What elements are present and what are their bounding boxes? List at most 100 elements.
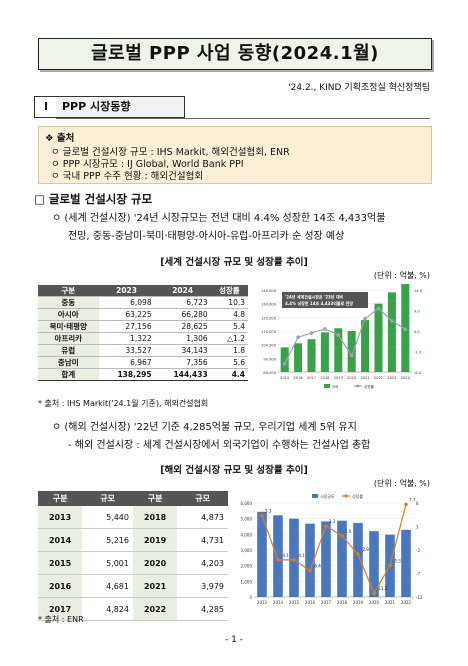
rate-label: 3.1 bbox=[329, 519, 336, 524]
table-cell: 5,440 bbox=[82, 506, 133, 529]
bullet-text: ㅇ (해외 건설시장) '22년 기준 4,285억불 규모, 우리기업 세계 … bbox=[52, 422, 357, 433]
bar bbox=[337, 520, 347, 597]
y2-tick-label: -2 bbox=[416, 548, 420, 553]
y-tick-label: 80,000 bbox=[263, 371, 276, 375]
bar bbox=[401, 529, 411, 597]
x-tick-label: 2016 bbox=[294, 376, 304, 380]
table-header: 구분 bbox=[38, 491, 83, 506]
table-cell: 4,681 bbox=[82, 574, 133, 598]
table-row: 2013 5,440 2018 4,873 bbox=[38, 506, 228, 529]
table-cell: 2019 bbox=[132, 528, 178, 552]
table-cell: 2015 bbox=[38, 551, 83, 575]
table-cell: 4,203 bbox=[177, 551, 228, 575]
legend-label: 시장규모 bbox=[320, 493, 335, 499]
y-tick-label: 140,000 bbox=[261, 289, 277, 293]
section-divider bbox=[56, 118, 430, 119]
x-tick-label: 2016 bbox=[305, 600, 316, 605]
table-row: 중남미 6,967 7,356 5.6 bbox=[38, 356, 248, 369]
y-tick-label: 100,000 bbox=[261, 344, 277, 348]
bullet-text: - 해외 건설시장 : 세계 건설시장에서 외국기업이 수행하는 건설사업 총합 bbox=[68, 440, 371, 451]
rate-point bbox=[403, 327, 408, 332]
table-cell: 중동 bbox=[38, 296, 99, 309]
table-cell: 63,225 bbox=[98, 308, 155, 321]
rate-label: -11.2 bbox=[377, 586, 388, 591]
table-cell: 4,873 bbox=[177, 506, 228, 529]
x-tick-label: 2022 bbox=[401, 600, 412, 605]
x-tick-label: 2017 bbox=[321, 600, 332, 605]
rate-label: -6.4 bbox=[313, 564, 321, 569]
rate-point bbox=[340, 534, 344, 538]
x-tick-label: 2022 bbox=[374, 376, 383, 380]
rate-point bbox=[309, 331, 314, 335]
table-cell: 10.3 bbox=[210, 296, 248, 309]
world-market-table: 구분 2023 2024 성장률 중동 6,098 6,723 10.3 아시아 63,… bbox=[38, 285, 248, 381]
legend-label: 성장률 bbox=[352, 493, 363, 499]
x-tick-label: 2014 bbox=[273, 600, 284, 605]
rate-point bbox=[260, 513, 264, 518]
table-cell: 2022 bbox=[132, 597, 178, 621]
rate-label: 5.3 bbox=[265, 509, 272, 514]
table-row: 2016 4,681 2021 3,979 bbox=[38, 574, 228, 598]
table-row: 아시아 63,225 66,280 4.8 bbox=[38, 308, 248, 321]
section-number: I bbox=[34, 96, 58, 118]
x-tick-label: 2019 bbox=[353, 600, 364, 605]
bullet-text: 전망, 중동-중남미-북미·태평양-아시아-유럽-아프리카 순 성장 예상 bbox=[68, 231, 345, 242]
rate-point bbox=[282, 362, 287, 366]
x-tick-label: 2019 bbox=[334, 376, 344, 380]
table-cell: 6,723 bbox=[154, 296, 211, 309]
annotation-box bbox=[282, 292, 368, 308]
table-row: 북미·태평양 27,156 28,625 5.4 bbox=[38, 320, 248, 333]
table-cell: 144,433 bbox=[154, 368, 211, 381]
x-tick-label: 2020 bbox=[347, 376, 357, 380]
y2-tick-label: 14.0 bbox=[414, 289, 423, 293]
section-title: PPP 시장동향 bbox=[56, 96, 185, 118]
table-cell: 33,527 bbox=[98, 344, 155, 357]
rate-point bbox=[323, 327, 327, 331]
y2-tick-label: -7 bbox=[416, 572, 420, 577]
rate-label: -2.9 bbox=[361, 547, 369, 552]
bar bbox=[257, 511, 267, 597]
table-row: 2015 5,001 2020 4,203 bbox=[38, 551, 228, 575]
legend-label: 규모 bbox=[332, 385, 339, 389]
table-header: 구분 bbox=[132, 491, 178, 506]
table-cell: 6,098 bbox=[98, 296, 155, 309]
overseas-market-chart: 0 1,000 2,000 3,000 4,000 5,000 6,000 -12 -7 -2 3 8… bbox=[241, 493, 423, 605]
table-header: 2023 bbox=[98, 285, 155, 297]
y-tick-label: 110,000 bbox=[261, 330, 277, 334]
table-cell: 2016 bbox=[38, 574, 83, 598]
table-cell: 138,295 bbox=[98, 368, 155, 381]
chart2-title: [해외 건설시장 규모 및 성장률 추이] bbox=[160, 465, 308, 476]
x-tick-label: 2020 bbox=[369, 600, 380, 605]
rate-point bbox=[276, 558, 280, 562]
bar bbox=[369, 531, 379, 597]
chart2-footnote: * 출처 : ENR bbox=[38, 615, 84, 624]
chart2-unit: (단위 : 억불, %) bbox=[373, 479, 430, 488]
table-cell: 2021 bbox=[132, 574, 178, 598]
table-cell: 북미·태평양 bbox=[38, 320, 99, 333]
rate-label: -5.3 bbox=[393, 559, 401, 564]
y2-tick-label: 8 bbox=[416, 501, 419, 506]
table-cell: 5.4 bbox=[210, 320, 248, 333]
bar bbox=[347, 331, 356, 372]
table-total-row: 합계 138,295 144,433 4.4 bbox=[38, 368, 248, 381]
table-cell: 34,143 bbox=[154, 344, 211, 357]
rate-point bbox=[324, 524, 328, 528]
table-cell: 7,356 bbox=[154, 356, 211, 369]
x-tick-label: 2017 bbox=[307, 376, 316, 380]
table-row: 2014 5,216 2019 4,731 bbox=[38, 528, 228, 552]
x-tick-label: 2015 bbox=[280, 376, 289, 380]
legend-swatch bbox=[356, 384, 360, 388]
table-cell: 합계 bbox=[38, 368, 99, 381]
x-tick-label: 2021 bbox=[361, 376, 370, 380]
table-cell: 1.8 bbox=[210, 344, 248, 357]
table-cell: 2014 bbox=[38, 528, 83, 552]
y2-tick-label: 3 bbox=[416, 525, 419, 530]
overseas-market-table: 구분 규모 구분 규모 2013 5,440 2018 4,873 2014 5,216… bbox=[38, 491, 228, 621]
legend-swatch bbox=[324, 384, 330, 388]
section-heading: □ 글로벌 건설시장 규모 bbox=[34, 192, 153, 206]
table-cell: 6,967 bbox=[98, 356, 155, 369]
y-tick-label: 0 bbox=[249, 595, 252, 600]
table-cell: 1,306 bbox=[154, 332, 211, 345]
table-row: 유럽 33,527 34,143 1.8 bbox=[38, 344, 248, 357]
rate-point bbox=[363, 316, 367, 321]
